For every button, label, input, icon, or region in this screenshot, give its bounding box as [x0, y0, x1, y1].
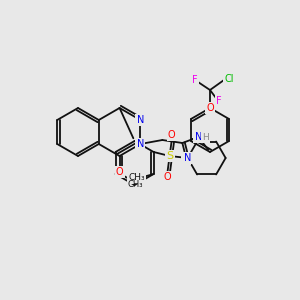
- Text: F: F: [216, 96, 222, 106]
- Text: Cl: Cl: [224, 74, 234, 84]
- Text: CH₃: CH₃: [128, 180, 143, 189]
- Text: N: N: [137, 115, 144, 125]
- Text: N: N: [184, 153, 191, 163]
- Text: N: N: [137, 139, 144, 149]
- Text: N: N: [195, 132, 202, 142]
- Text: O: O: [182, 154, 190, 164]
- Text: O: O: [164, 172, 171, 182]
- Text: CH₃: CH₃: [128, 173, 145, 182]
- Text: H: H: [202, 133, 209, 142]
- Text: O: O: [206, 103, 214, 113]
- Text: F: F: [192, 75, 198, 85]
- Text: O: O: [168, 130, 176, 140]
- Text: O: O: [116, 167, 123, 177]
- Text: S: S: [166, 151, 173, 161]
